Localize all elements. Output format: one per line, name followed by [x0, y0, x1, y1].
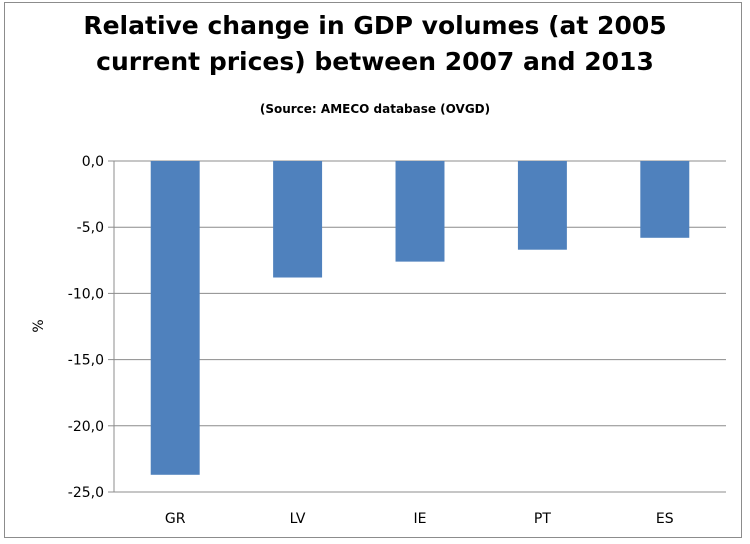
- x-tick-label: GR: [165, 511, 186, 527]
- chart-frame: [4, 2, 742, 538]
- y-axis-label: %: [31, 319, 47, 332]
- x-tick-label: IE: [414, 511, 427, 527]
- bar-lv: [273, 161, 323, 278]
- axes: [108, 160, 115, 493]
- y-tick-label: -15,0: [68, 353, 104, 369]
- bars: [150, 161, 690, 475]
- y-tick-label: -5,0: [77, 220, 104, 236]
- x-tick-label: ES: [656, 511, 674, 527]
- y-tick-label: -20,0: [68, 419, 104, 435]
- chart-title: Relative change in GDP volumes (at 2005 …: [0, 8, 750, 80]
- x-tick-label: LV: [290, 511, 306, 527]
- chart-subtitle: (Source: AMECO database (OVGD): [259, 102, 491, 116]
- chart-title-line-1: Relative change in GDP volumes (at 2005: [83, 11, 667, 40]
- y-tick-label: -10,0: [68, 286, 104, 302]
- bar-es: [640, 161, 690, 238]
- bar-gr: [150, 161, 200, 475]
- tick-labels: 0,0 -5,0 -10,0 -15,0 -20,0 -25,0 GR LV IE PT ES: [68, 154, 674, 527]
- bar-pt: [517, 161, 567, 250]
- chart-title-line-2: current prices) between 2007 and 2013: [96, 47, 654, 76]
- x-tick-label: PT: [534, 511, 551, 527]
- y-tick-label: 0,0: [82, 154, 104, 170]
- bar-ie: [395, 161, 445, 262]
- y-tick-label: -25,0: [68, 485, 104, 501]
